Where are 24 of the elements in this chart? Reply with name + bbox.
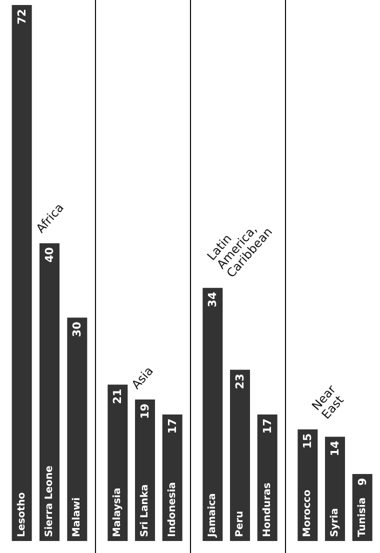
x-tick-label: Peru <box>234 510 246 537</box>
data-label: 9 <box>356 478 369 486</box>
x-tick-label: Lesotho <box>16 492 28 537</box>
data-label: 72 <box>15 9 28 24</box>
data-label: 15 <box>301 433 314 449</box>
x-tick-label: Honduras <box>262 482 273 537</box>
x-tick-label: Indonesia <box>166 482 178 537</box>
x-tick-label: Morocco <box>302 490 314 537</box>
data-label: 23 <box>234 374 246 390</box>
x-tick-label: Sierra Leone <box>44 465 55 537</box>
data-label: 30 <box>70 321 84 337</box>
data-label: 17 <box>166 418 179 434</box>
data-label: 21 <box>111 388 124 404</box>
data-label: 19 <box>138 404 152 419</box>
data-label: 14 <box>328 440 342 456</box>
x-tick-label: Syria <box>330 508 340 537</box>
data-label: 17 <box>260 418 274 434</box>
x-tick-label: Sri Lanka <box>140 484 150 537</box>
x-tick-label: Malaysia <box>112 488 124 537</box>
x-tick-label: Jamaica <box>207 493 218 538</box>
data-label: 40 <box>43 246 56 263</box>
data-label: 34 <box>206 292 220 308</box>
x-tick-label: Tunisia <box>356 497 368 537</box>
x-tick-label: Malawi <box>72 497 83 537</box>
